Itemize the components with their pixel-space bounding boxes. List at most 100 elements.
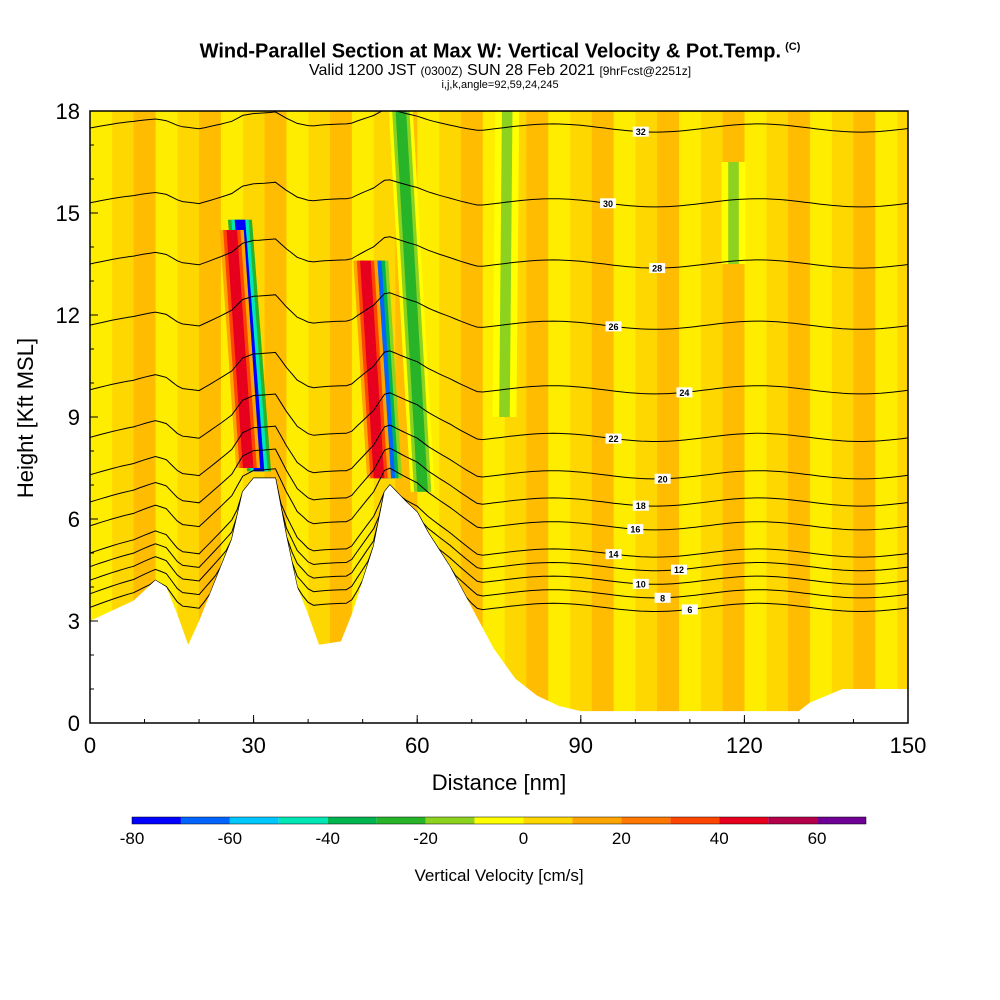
theta-label-bg [654, 592, 671, 603]
theta-label-bg [605, 321, 622, 332]
colorbar-swatch [180, 817, 230, 824]
theta-label-bg [632, 578, 649, 589]
theta-label-bg [632, 500, 649, 511]
theta-contour [90, 477, 908, 572]
colorbar-swatch [376, 817, 426, 824]
theta-contour-label: 10 [636, 579, 646, 589]
velocity-band [788, 111, 811, 723]
velocity-plume [728, 162, 739, 264]
theta-label-bg [600, 198, 617, 209]
colorbar-swatch [425, 817, 475, 824]
velocity-plume [499, 111, 513, 417]
theta-contour [90, 392, 908, 442]
velocity-band [591, 111, 615, 723]
colorbar-tick-label: -40 [315, 829, 340, 848]
colorbar-tick-label: 0 [519, 829, 528, 848]
colorbar-swatch [670, 817, 720, 824]
theta-contour-label: 32 [636, 127, 646, 137]
velocity-band [678, 111, 702, 723]
velocity-band [133, 111, 156, 723]
velocity-band [569, 111, 593, 723]
x-tick-label: 90 [569, 733, 593, 758]
theta-contour-label: 12 [674, 565, 684, 575]
velocity-band [766, 111, 789, 723]
velocity-band [875, 111, 898, 723]
velocity-band [90, 111, 113, 723]
y-tick-label: 12 [56, 303, 80, 328]
colorbar-swatch [229, 817, 279, 824]
colorbar: -80 -60 -40 -20 0 20 40 60 [120, 816, 867, 848]
x-tick-label: 150 [890, 733, 927, 758]
velocity-band [460, 111, 484, 723]
velocity-band [111, 111, 135, 723]
theta-contour-label: 24 [679, 388, 689, 398]
velocity-band [809, 111, 833, 723]
theta-label-bg [681, 604, 698, 615]
theta-contour-label: 26 [609, 322, 619, 332]
x-axis-label: Distance [nm] [432, 770, 567, 795]
colorbar-tick-label: 60 [808, 829, 827, 848]
velocity-band [831, 111, 854, 723]
x-tick-label: 120 [726, 733, 763, 758]
theta-contour-label: 18 [636, 501, 646, 511]
theta-contour [90, 477, 908, 585]
theta-label-bg [632, 126, 649, 137]
theta-contour [90, 467, 908, 531]
theta-label-bg [649, 263, 666, 274]
colorbar-swatch [572, 817, 622, 824]
chart-title-block: Wind-Parallel Section at Max W: Vertical… [0, 36, 1000, 91]
chart-title: Wind-Parallel Section at Max W: Vertical… [199, 40, 801, 63]
velocity-band [635, 111, 658, 723]
theta-contour [90, 477, 908, 558]
velocity-band [308, 111, 331, 723]
axes: 0 30 60 90 120 150 0 3 6 9 12 15 18 [56, 99, 927, 758]
theta-contour [90, 292, 908, 330]
colorbar-swatch [523, 817, 573, 824]
y-tick-label: 18 [56, 99, 80, 124]
theta-contour [90, 447, 908, 507]
colorbar-swatch [474, 817, 524, 824]
chart-grid-info: i,j,k,angle=92,59,24,245 [441, 78, 559, 91]
colorbar-tick-label: -20 [413, 829, 438, 848]
colorbar-swatch [768, 817, 818, 824]
colorbar-swatch [327, 817, 377, 824]
y-axis-label: Height [Kft MSL] [13, 338, 38, 498]
colorbar-tick-label: -80 [120, 829, 145, 848]
colorbar-label: Vertical Velocity [cm/s] [414, 866, 583, 885]
velocity-band [199, 111, 222, 723]
velocity-band [744, 111, 767, 723]
theta-contour-label: 22 [609, 434, 619, 444]
theta-label-bg [605, 433, 622, 444]
colorbar-swatch [278, 817, 328, 824]
velocity-band [613, 111, 636, 723]
y-tick-label: 15 [56, 201, 80, 226]
colorbar-swatch [132, 817, 181, 824]
x-tick-label: 30 [241, 733, 265, 758]
theta-contour-label: 30 [603, 199, 613, 209]
velocity-plume [395, 111, 428, 492]
velocity-band [853, 111, 876, 723]
velocity-band [897, 111, 908, 723]
theta-contour-label: 16 [630, 525, 640, 535]
theta-contour [90, 350, 908, 395]
theta-label-bg [670, 564, 687, 575]
y-tick-label: 9 [68, 405, 80, 430]
colorbar-tick-label: 20 [612, 829, 631, 848]
theta-contour-label: 14 [609, 550, 619, 560]
theta-contour [90, 424, 908, 480]
y-tick-label: 6 [68, 507, 80, 532]
theta-contour-label: 8 [660, 593, 665, 603]
x-tick-label: 0 [84, 733, 96, 758]
theta-label-bg [627, 524, 644, 535]
theta-contour [90, 179, 908, 208]
theta-label-bg [605, 549, 622, 560]
velocity-band [548, 111, 571, 723]
theta-contour-label: 20 [658, 474, 668, 484]
velocity-band [657, 111, 680, 723]
theta-contour [90, 477, 908, 599]
colorbar-tick-label: 40 [710, 829, 729, 848]
velocity-band [155, 111, 178, 723]
colorbar-tick-label: -60 [218, 829, 243, 848]
colorbar-swatch [719, 817, 769, 824]
